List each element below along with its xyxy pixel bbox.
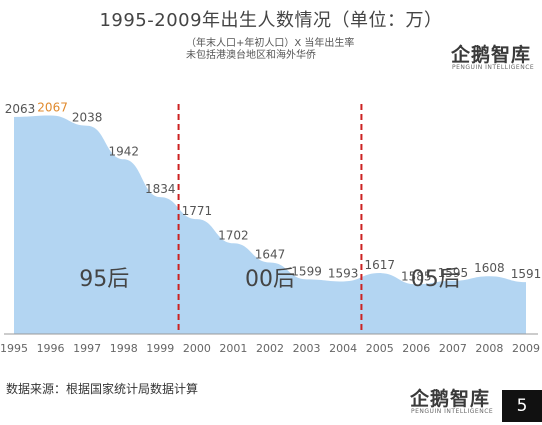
area-series-births [14, 115, 526, 334]
x-tick-label: 1998 [110, 342, 138, 355]
x-tick-label: 2008 [475, 342, 503, 355]
x-tick-label: 2003 [293, 342, 321, 355]
x-tick-label: 2001 [219, 342, 247, 355]
data-label: 2063 [5, 102, 36, 116]
logo-top-subtitle: PENGUIN INTELLIGENCE [452, 64, 535, 71]
data-label: 1702 [218, 228, 249, 242]
x-tick-label: 2005 [366, 342, 394, 355]
x-tick-label: 1996 [37, 342, 65, 355]
data-label: 2038 [72, 111, 103, 125]
data-label: 2067 [37, 101, 68, 115]
data-label: 1608 [474, 261, 505, 275]
logo-bottom: 企鹅智库 [410, 388, 491, 410]
x-tick-label: 2004 [329, 342, 357, 355]
data-label: 1591 [511, 267, 542, 281]
segment-label: 00后 [245, 267, 295, 292]
x-tick-label: 2007 [439, 342, 467, 355]
data-label: 1771 [182, 204, 213, 218]
chart-note-exclusion: 未包括港澳台地区和海外华侨 [186, 50, 316, 61]
x-tick-label: 2009 [512, 342, 540, 355]
chart-note-formula: （年末人口+年初人口）X 当年出生率 [186, 38, 355, 49]
x-tick-label: 1997 [73, 342, 101, 355]
chart-title: 1995-2009年出生人数情况（单位：万） [99, 10, 443, 31]
logo-bottom-subtitle: PENGUIN INTELLIGENCE [411, 408, 494, 415]
segment-label: 95后 [79, 267, 129, 292]
page-number-badge: 5 [502, 390, 542, 422]
data-label: 1595 [438, 266, 469, 280]
data-label: 1942 [108, 144, 139, 158]
x-tick-label: 1999 [146, 342, 174, 355]
data-label: 1599 [291, 264, 322, 278]
data-source-note: 数据来源：根据国家统计局数据计算 [6, 382, 199, 396]
data-label: 1617 [364, 258, 395, 272]
logo-top: 企鹅智库 [451, 44, 532, 66]
data-label: 1593 [328, 266, 359, 280]
x-tick-label: 2002 [256, 342, 284, 355]
data-label: 1834 [145, 182, 176, 196]
x-tick-label: 2006 [402, 342, 430, 355]
data-label: 1647 [255, 248, 286, 262]
x-tick-label: 1995 [0, 342, 28, 355]
data-label: 1585 [401, 269, 432, 283]
segment-label: 05后 [411, 267, 461, 292]
x-tick-label: 2000 [183, 342, 211, 355]
